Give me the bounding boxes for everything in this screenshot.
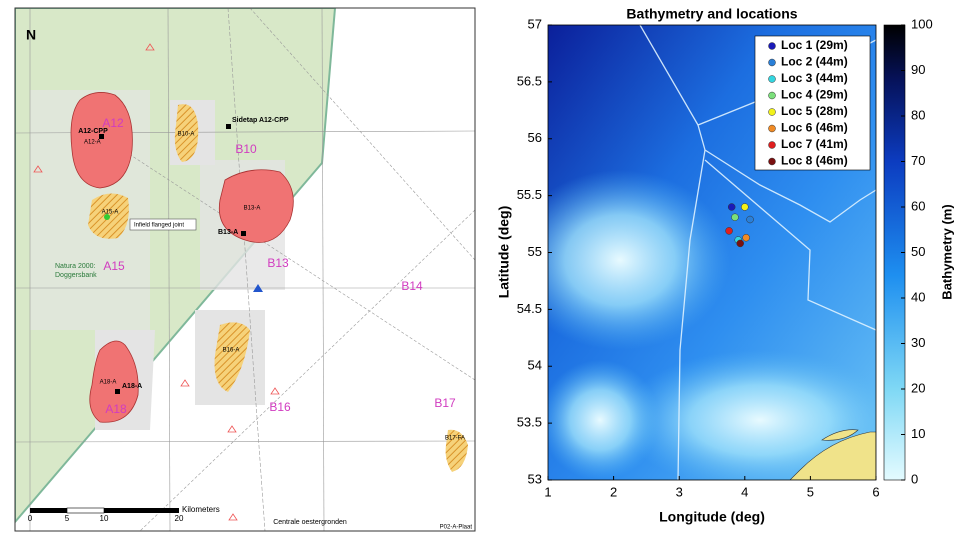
- colorbar-label: Bathymetry (m): [939, 204, 954, 299]
- point: [737, 240, 744, 247]
- page: N A12 A12-CPP A12-A B10-A Sidetap A12-CP…: [0, 0, 954, 539]
- chart-title: Bathymetry and locations: [626, 6, 797, 22]
- natura-label: Natura 2000:: [55, 263, 96, 270]
- colorbar-tick-label: 60: [911, 198, 925, 213]
- colorbar-tick-label: 90: [911, 62, 925, 77]
- legend-marker: [769, 76, 776, 83]
- y-tick-label: 55.5: [517, 187, 542, 202]
- block-label: B14: [401, 279, 423, 293]
- y-tick-label: 53.5: [517, 415, 542, 430]
- legend-label: Loc 3 (44m): [781, 71, 848, 85]
- platform: [241, 231, 246, 236]
- legend-label: Loc 1 (29m): [781, 38, 848, 52]
- natura-label: Doggersbank: [55, 272, 97, 279]
- y-tick-label: 53: [528, 471, 542, 486]
- colorbar-tick-label: 80: [911, 107, 925, 122]
- colorbar-tick-label: 100: [911, 16, 933, 31]
- platform-label: B10-A: [178, 132, 195, 138]
- x-axis-label: Longitude (deg): [659, 509, 765, 525]
- platform-label: B16-A: [223, 348, 240, 354]
- y-tick-label: 56: [528, 130, 542, 145]
- x-tick-label: 6: [872, 484, 879, 499]
- colorbar-tick-label: 70: [911, 153, 925, 168]
- colorbar-tick-label: 0: [911, 471, 918, 486]
- platform-area: [71, 92, 132, 188]
- platform-label: A15-A: [102, 210, 119, 216]
- scale-unit: Kilometers: [182, 505, 220, 514]
- legend-label: Loc 4 (29m): [781, 88, 848, 102]
- scale-tick: 5: [65, 514, 70, 523]
- platform-label: B13-A: [218, 229, 238, 236]
- block-label: A18: [105, 402, 127, 416]
- platform-label: A18-A: [100, 380, 117, 386]
- y-tick-label: 57: [528, 16, 542, 31]
- platform-label: A12-CPP: [78, 128, 108, 135]
- legend-label: Loc 2 (44m): [781, 55, 848, 69]
- scale-tick: 20: [175, 514, 184, 523]
- platform-label: A18-A: [122, 383, 142, 390]
- legend-label: Loc 6 (46m): [781, 121, 848, 135]
- legend-marker: [769, 142, 776, 149]
- colorbar-tick-label: 20: [911, 380, 925, 395]
- point: [743, 234, 750, 241]
- block-label: A15: [103, 259, 125, 273]
- x-tick-label: 1: [544, 484, 551, 499]
- block-label: B13: [267, 256, 289, 270]
- legend-marker: [769, 125, 776, 132]
- legend-label: Loc 7 (41m): [781, 137, 848, 151]
- x-tick-label: 5: [807, 484, 814, 499]
- legend-marker: [769, 158, 776, 165]
- x-tick-label: 2: [610, 484, 617, 499]
- platform-label: Sidetap A12-CPP: [232, 117, 289, 124]
- point: [731, 214, 738, 221]
- point: [741, 204, 748, 211]
- legend-marker: [769, 92, 776, 99]
- legend-marker: [769, 43, 776, 50]
- y-tick-label: 55: [528, 244, 542, 259]
- y-axis-label: Latitude (deg): [496, 206, 512, 299]
- map-code: P02-A-Plaat: [440, 525, 473, 531]
- platform-label: A12-A: [84, 140, 101, 146]
- block-label: B10: [235, 142, 257, 156]
- block-label: B17: [434, 396, 456, 410]
- y-tick-label: 56.5: [517, 73, 542, 88]
- platform: [226, 124, 231, 129]
- x-tick-label: 4: [741, 484, 748, 499]
- x-tick-label: 3: [676, 484, 683, 499]
- scale-bar: [30, 508, 179, 513]
- colorbar-tick-label: 10: [911, 426, 925, 441]
- scale-tick: 10: [100, 514, 109, 523]
- callout: Infield flanged joint: [134, 223, 184, 229]
- chart: Bathymetry and locations Longitude (deg)…: [496, 6, 954, 525]
- map: N A12 A12-CPP A12-A B10-A Sidetap A12-CP…: [15, 8, 475, 531]
- colorbar-tick-label: 50: [911, 244, 925, 259]
- point: [728, 204, 735, 211]
- platform-label: B17-FA: [445, 436, 465, 442]
- scale-tick: 0: [28, 514, 33, 523]
- point: [747, 216, 754, 223]
- point: [726, 227, 733, 234]
- legend-label: Loc 5 (28m): [781, 104, 848, 118]
- platform-label: B13-A: [244, 206, 261, 212]
- block-label: B16: [269, 400, 291, 414]
- area-label: Centrale oestergronden: [273, 519, 347, 526]
- colorbar-tick-label: 30: [911, 335, 925, 350]
- north-arrow: N: [26, 27, 36, 43]
- legend-marker: [769, 59, 776, 66]
- legend-label: Loc 8 (46m): [781, 154, 848, 168]
- colorbar-tick-label: 40: [911, 289, 925, 304]
- y-tick-label: 54: [528, 358, 542, 373]
- platform: [115, 389, 120, 394]
- y-tick-label: 54.5: [517, 301, 542, 316]
- legend-marker: [769, 109, 776, 116]
